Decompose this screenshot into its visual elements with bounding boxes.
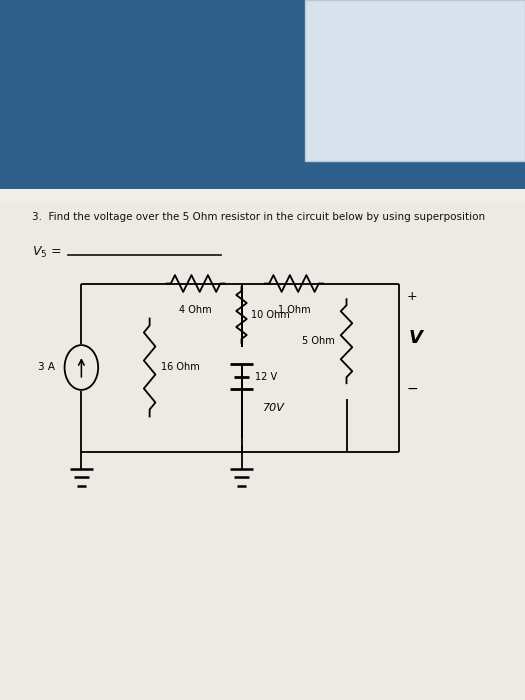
Text: V: V — [408, 329, 422, 346]
Text: −: − — [407, 382, 418, 395]
Bar — [0, 189, 525, 700]
Text: 5 Ohm: 5 Ohm — [302, 336, 335, 346]
Text: 1 Ohm: 1 Ohm — [278, 304, 310, 314]
Text: +: + — [407, 290, 417, 304]
Text: 16 Ohm: 16 Ohm — [161, 363, 200, 372]
Text: 12 V: 12 V — [255, 372, 277, 382]
Text: 4 Ohm: 4 Ohm — [179, 304, 212, 314]
Text: 10 Ohm: 10 Ohm — [251, 310, 290, 320]
Bar — [304, 0, 525, 161]
Bar — [0, 189, 525, 203]
Text: $V_5$ =: $V_5$ = — [32, 244, 62, 260]
Text: 3 A: 3 A — [38, 363, 55, 372]
Text: 70V: 70V — [262, 403, 285, 413]
Bar — [0, 0, 525, 210]
Text: 3.  Find the voltage over the 5 Ohm resistor in the circuit below by using super: 3. Find the voltage over the 5 Ohm resis… — [32, 213, 485, 223]
